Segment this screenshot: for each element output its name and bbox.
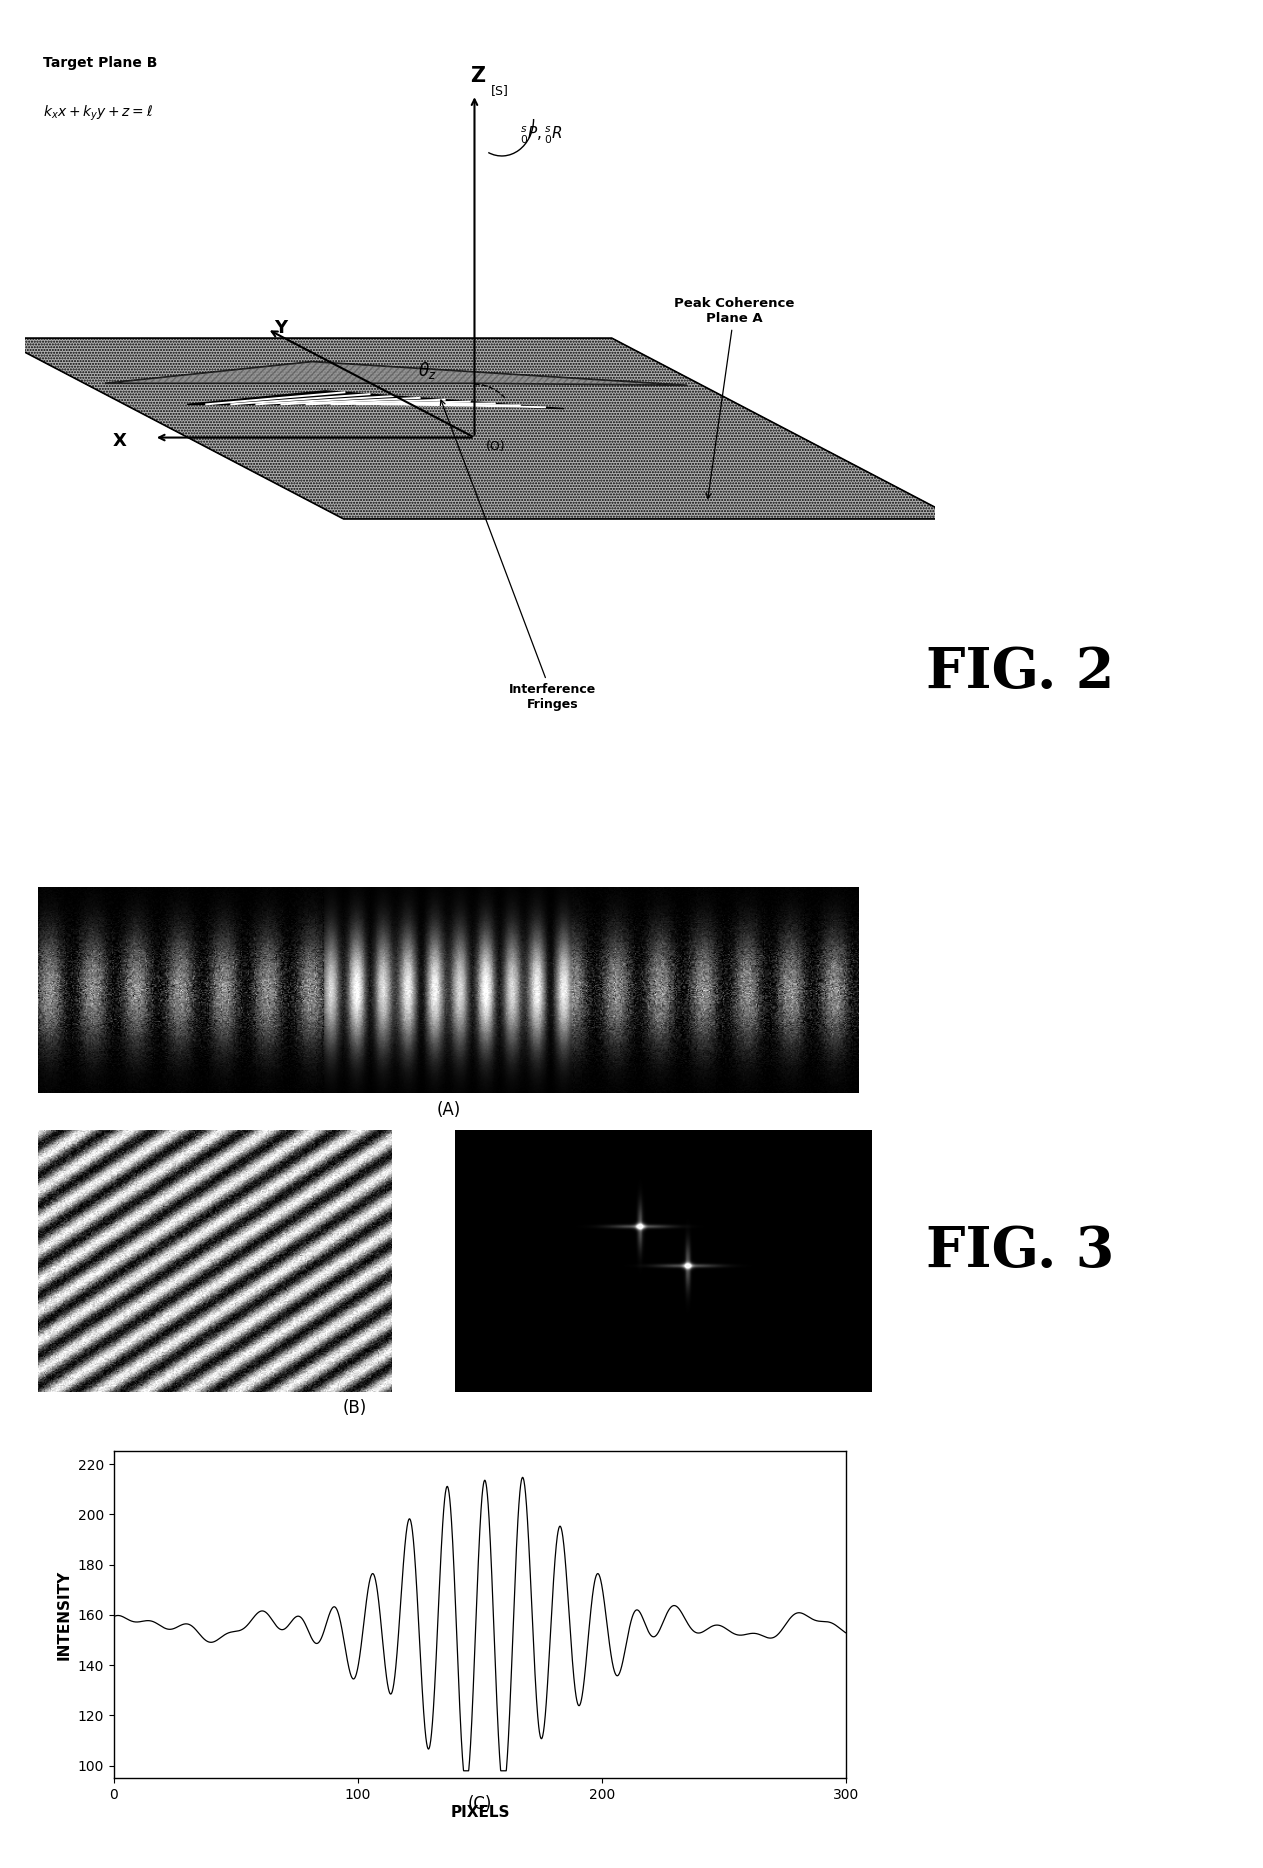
Text: (B): (B) — [342, 1399, 366, 1418]
Text: Target Plane B: Target Plane B — [43, 56, 158, 69]
X-axis label: PIXELS: PIXELS — [450, 1804, 510, 1819]
Y-axis label: INTENSITY: INTENSITY — [57, 1569, 72, 1661]
Text: $k_x x+k_y y+z=\ell$: $k_x x+k_y y+z=\ell$ — [43, 103, 154, 123]
Polygon shape — [0, 338, 957, 519]
Text: Peak Coherence
Plane A: Peak Coherence Plane A — [674, 297, 794, 499]
Polygon shape — [187, 390, 565, 409]
Text: FIG. 2: FIG. 2 — [926, 644, 1115, 700]
Text: $^s_0P, ^s_0R$: $^s_0P, ^s_0R$ — [520, 125, 563, 146]
Text: [S]: [S] — [491, 84, 509, 97]
Text: Interference
Fringes: Interference Fringes — [441, 400, 596, 712]
Text: (O): (O) — [485, 439, 505, 452]
Text: X: X — [112, 432, 126, 450]
Text: $\theta_z$: $\theta_z$ — [418, 361, 437, 381]
Text: Y: Y — [274, 319, 288, 338]
Text: (A): (A) — [436, 1100, 461, 1119]
Polygon shape — [105, 362, 687, 385]
Text: (C): (C) — [467, 1795, 493, 1814]
Text: FIG. 3: FIG. 3 — [926, 1224, 1115, 1280]
Text: Z: Z — [470, 65, 485, 86]
